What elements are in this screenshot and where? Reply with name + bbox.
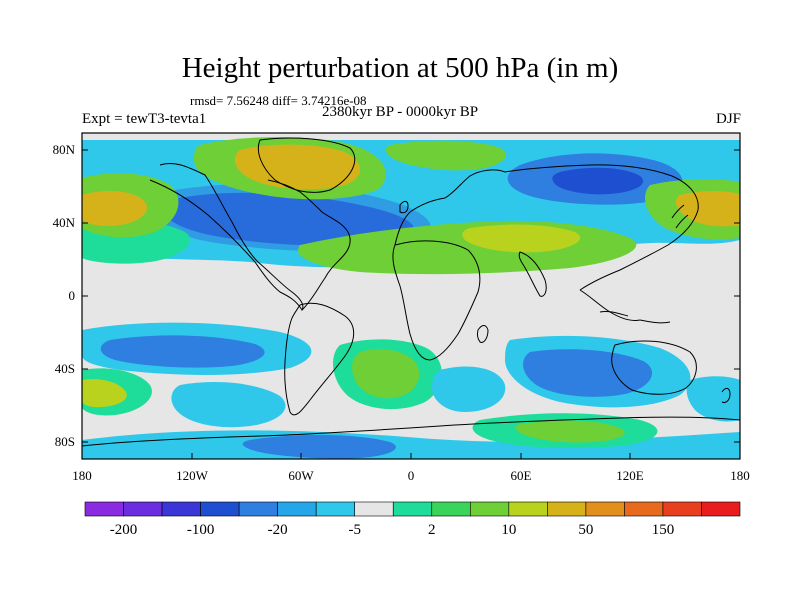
trough-south-pacific-core — [100, 335, 265, 368]
colorbar-swatch — [161, 501, 201, 517]
coast-new-zealand — [721, 387, 731, 403]
lon-label-120w: 120W — [176, 468, 209, 483]
season-label: DJF — [715, 111, 741, 127]
lat-label-40n: 40N — [53, 215, 76, 230]
coast-north-america — [149, 162, 304, 311]
antarctic-trough — [82, 430, 740, 459]
colorbar-swatch — [392, 501, 433, 517]
coast-japan — [671, 204, 689, 229]
lat-label-40s: 40S — [55, 361, 75, 376]
experiment-label: Expt = tewT3-tevta1 — [82, 111, 207, 127]
colorbar-swatch — [662, 501, 702, 517]
coast-greenland — [257, 137, 356, 193]
colorbar-label: 10 — [501, 522, 516, 538]
colorbar-swatch — [508, 501, 548, 517]
ridge-south-atlantic-core — [352, 349, 420, 399]
colorbar-label: -100 — [187, 522, 215, 538]
colorbar-label: -20 — [268, 522, 288, 538]
lon-label-0: 0 — [408, 468, 415, 483]
ridge-arctic — [385, 140, 506, 171]
ridge-midlat-yellow — [462, 224, 581, 253]
colorbar-swatch — [238, 501, 278, 517]
ridge-south-west-core — [82, 379, 127, 408]
colorbar-swatch — [585, 501, 625, 517]
coast-europe — [394, 169, 506, 246]
antarctic-core-east — [242, 434, 396, 459]
colorbar-swatch — [469, 501, 510, 517]
coast-antarctica — [82, 416, 740, 447]
lat-label-80s: 80S — [55, 434, 75, 449]
colorbar-swatch — [431, 501, 471, 517]
trough-south-far-east — [686, 376, 740, 422]
trough-south-mid — [432, 366, 506, 412]
ridge-greenland-core — [234, 144, 360, 190]
colorbar-swatch — [354, 501, 394, 517]
colorbar-swatch — [277, 501, 317, 517]
contour-field — [82, 133, 740, 459]
colorbar-label: -5 — [348, 522, 361, 538]
lat-label-80n: 80N — [53, 142, 76, 157]
stats-line: rmsd= 7.56248 diff= 3.74216e-08 — [190, 93, 367, 108]
colorbar-swatch — [200, 501, 240, 517]
coast-indonesia — [599, 311, 671, 324]
colorbar-swatch — [123, 501, 163, 517]
lon-label-60w: 60W — [288, 468, 314, 483]
colorbar — [84, 501, 741, 517]
coast-madagascar — [476, 325, 489, 343]
trough-south-west-mid — [171, 382, 286, 428]
coast-uk — [399, 200, 409, 214]
colorbar-label: 150 — [652, 522, 675, 538]
ridge-pacific-west-core — [82, 190, 148, 227]
lon-label-60e: 60E — [511, 468, 532, 483]
colorbar-label: 2 — [428, 522, 436, 538]
coast-africa — [392, 240, 481, 361]
lat-axis — [82, 149, 740, 443]
coastlines — [82, 137, 740, 447]
map-title: Height perturbation at 500 hPa (in m) — [181, 52, 619, 84]
colorbar-swatch — [315, 501, 356, 517]
ridge-pacific-east-core — [675, 191, 740, 227]
colorbar-swatch — [547, 501, 587, 517]
coast-north-america-east — [267, 179, 351, 311]
coast-india — [518, 251, 547, 297]
trough-south-east-core — [523, 349, 653, 397]
colorbar-label: 50 — [578, 522, 593, 538]
colorbar-label: -200 — [110, 522, 138, 538]
colorbar-swatch — [84, 501, 124, 517]
period-label: 2380kyr BP - 0000kyr BP — [321, 104, 479, 120]
lon-label-180w: 180 — [72, 468, 92, 483]
lat-label-0: 0 — [69, 288, 76, 303]
antarctic-ridge-core — [515, 420, 625, 443]
colorbar-swatch — [624, 501, 664, 517]
coast-australia — [611, 340, 697, 395]
lon-label-120e: 120E — [616, 468, 644, 483]
trough-siberia-core — [552, 167, 644, 195]
coast-south-america — [284, 302, 355, 416]
lon-label-180e: 180 — [730, 468, 750, 483]
coast-eurasia — [504, 164, 699, 291]
colorbar-swatch — [701, 501, 741, 517]
lon-axis — [81, 453, 741, 459]
colorbar-labels: -200 -100 -20 -5 2 10 50 150 — [110, 522, 674, 538]
